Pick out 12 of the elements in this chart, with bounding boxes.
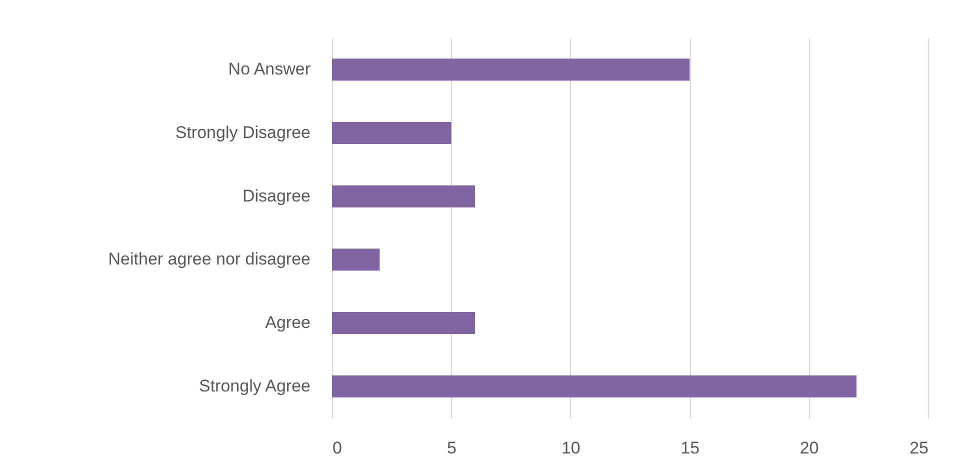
y-tick-label: Disagree: [242, 186, 310, 206]
x-tick-label: 5: [446, 438, 456, 458]
x-tick-label: 0: [332, 438, 342, 458]
y-tick-label: Agree: [265, 313, 310, 332]
y-tick-label: Strongly Agree: [198, 376, 310, 396]
x-tick-label: 20: [800, 438, 819, 458]
y-tick-label: Neither agree nor disagree: [108, 250, 310, 269]
x-tick-label: 10: [561, 438, 580, 458]
y-tick-label: Strongly Disagree: [175, 123, 310, 142]
x-tick-label: 25: [910, 438, 928, 458]
y-tick-label: No Answer: [228, 60, 311, 79]
x-tick-label: 15: [680, 438, 700, 458]
